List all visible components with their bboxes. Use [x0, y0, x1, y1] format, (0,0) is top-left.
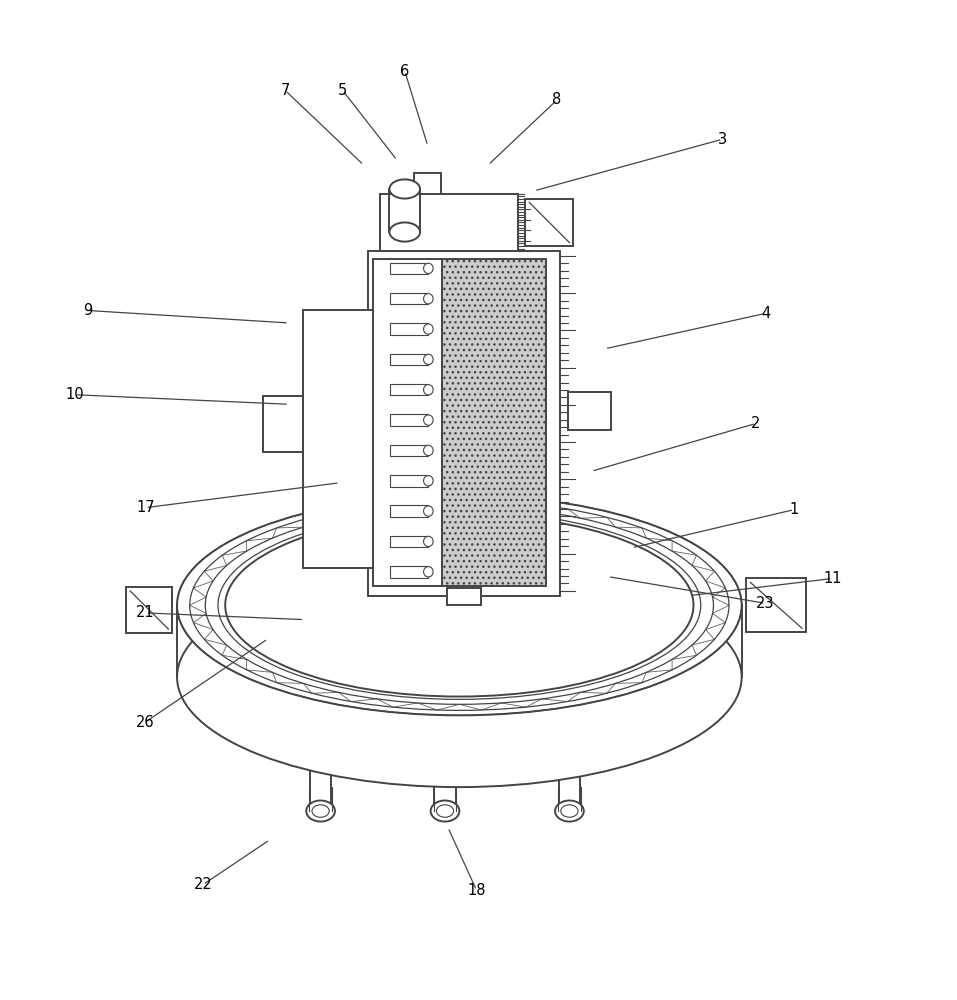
Ellipse shape — [555, 800, 584, 822]
Bar — [568, 392, 611, 430]
Bar — [310, 677, 331, 811]
Ellipse shape — [312, 805, 329, 817]
Bar — [380, 194, 518, 251]
Bar — [746, 578, 806, 632]
Text: 17: 17 — [136, 500, 155, 515]
Bar — [414, 173, 441, 194]
Text: 22: 22 — [193, 877, 212, 892]
Text: 1: 1 — [790, 502, 799, 517]
Text: 3: 3 — [718, 132, 727, 147]
Ellipse shape — [424, 536, 434, 547]
Text: 5: 5 — [338, 83, 347, 98]
Ellipse shape — [424, 354, 434, 365]
Text: 11: 11 — [823, 571, 842, 586]
Bar — [390, 263, 429, 274]
Bar — [447, 588, 480, 605]
Text: 23: 23 — [756, 596, 775, 611]
Bar — [434, 677, 456, 811]
Bar — [390, 293, 429, 304]
Bar — [390, 505, 429, 517]
Bar — [559, 677, 580, 811]
Text: 6: 6 — [400, 64, 410, 79]
Ellipse shape — [436, 805, 454, 817]
Text: 18: 18 — [467, 883, 486, 898]
Ellipse shape — [424, 506, 434, 516]
Ellipse shape — [424, 294, 434, 304]
Ellipse shape — [225, 514, 694, 697]
Ellipse shape — [561, 805, 578, 817]
Bar — [390, 323, 429, 335]
Ellipse shape — [431, 800, 459, 822]
Text: 26: 26 — [136, 715, 155, 730]
Ellipse shape — [424, 567, 434, 577]
Bar — [263, 396, 303, 452]
Ellipse shape — [389, 222, 420, 242]
Text: 8: 8 — [552, 92, 562, 107]
Ellipse shape — [306, 800, 335, 822]
Bar — [390, 354, 429, 365]
Ellipse shape — [424, 445, 434, 456]
Text: 9: 9 — [83, 303, 93, 318]
Bar — [373, 259, 442, 586]
Ellipse shape — [177, 495, 742, 715]
Bar — [390, 384, 429, 395]
Text: 2: 2 — [751, 416, 761, 431]
Ellipse shape — [424, 415, 434, 425]
Ellipse shape — [389, 179, 420, 199]
Bar — [368, 251, 560, 596]
Ellipse shape — [177, 567, 742, 787]
Text: 4: 4 — [761, 306, 770, 321]
Bar — [390, 566, 429, 578]
Bar — [126, 587, 172, 633]
Text: 7: 7 — [280, 83, 290, 98]
Bar — [390, 475, 429, 487]
Text: 10: 10 — [65, 387, 84, 402]
Bar — [390, 414, 429, 426]
Bar — [390, 536, 429, 547]
Ellipse shape — [424, 324, 434, 334]
Bar — [303, 310, 373, 568]
Bar — [441, 259, 546, 586]
Text: 21: 21 — [136, 605, 155, 620]
Bar — [525, 199, 573, 246]
Ellipse shape — [424, 263, 434, 274]
Ellipse shape — [424, 476, 434, 486]
Ellipse shape — [424, 385, 434, 395]
Bar — [390, 445, 429, 456]
